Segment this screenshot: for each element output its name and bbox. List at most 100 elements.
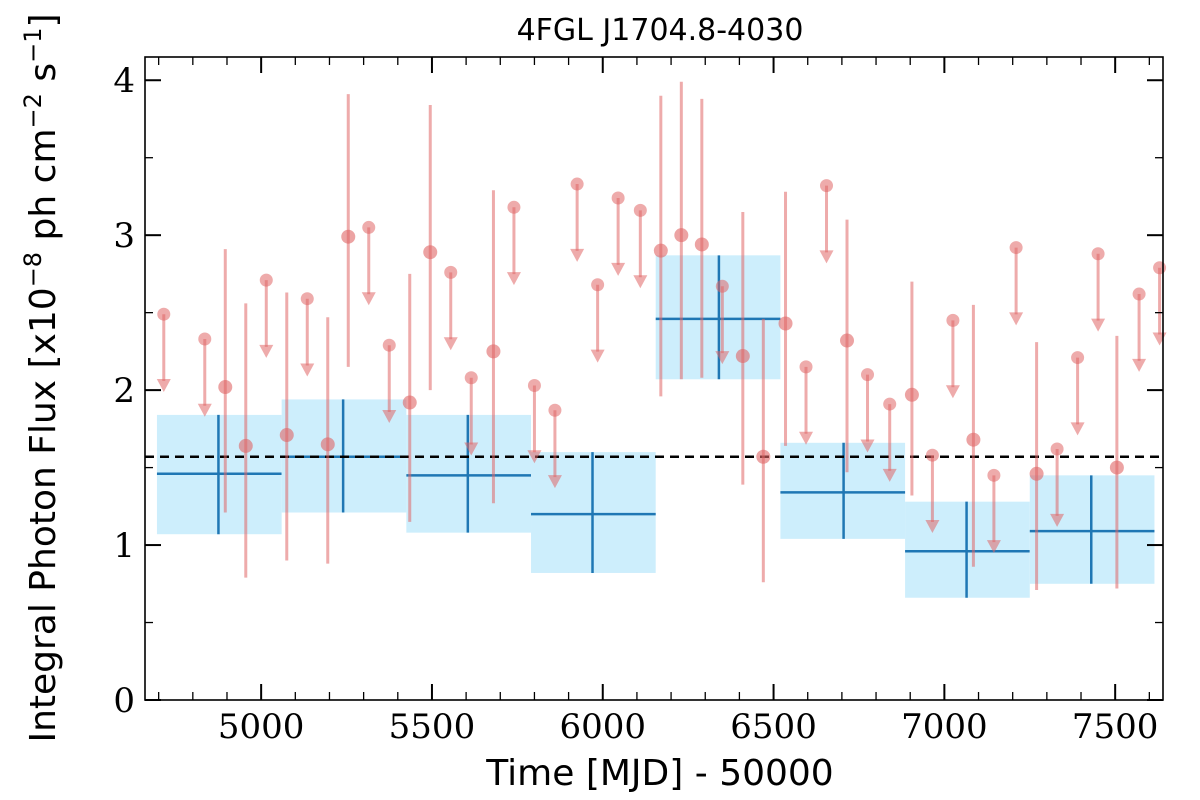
upper-limit-arrowhead-5 bbox=[382, 410, 397, 424]
upper-limit-arrowhead-15 bbox=[715, 351, 730, 365]
x-tick-label-0: 5000 bbox=[218, 707, 305, 747]
upper-limit-marker-27 bbox=[1132, 287, 1146, 301]
detection-point-11 bbox=[735, 349, 750, 364]
y-label-part-1: Integral Photon Flux [x10 bbox=[23, 287, 64, 742]
upper-limit-marker-6 bbox=[444, 265, 458, 279]
detection-point-7 bbox=[486, 344, 501, 359]
upper-limit-arrowhead-3 bbox=[300, 363, 315, 377]
detection-point-16 bbox=[966, 432, 981, 447]
upper-limit-arrowhead-25 bbox=[1070, 422, 1085, 436]
upper-limit-marker-17 bbox=[820, 179, 834, 193]
y-label-part-2: ph cm bbox=[23, 128, 64, 251]
upper-limit-arrowhead-10 bbox=[547, 475, 562, 489]
upper-limit-arrowhead-11 bbox=[570, 248, 585, 262]
x-tick-label-3: 6500 bbox=[730, 707, 817, 747]
upper-limit-marker-15 bbox=[715, 279, 729, 293]
x-tick-label-2: 6000 bbox=[559, 707, 646, 747]
ticks-layer: 5000 5500 6000 6500 7000 7500 0 1 2 3 4 bbox=[113, 57, 1163, 747]
y-tick-label-0: 0 bbox=[113, 681, 135, 721]
upper-limit-arrowhead-4 bbox=[361, 292, 376, 306]
upper-limit-marker-7 bbox=[464, 371, 478, 385]
upper-limit-marker-2 bbox=[259, 273, 273, 287]
upper-limit-arrowhead-17 bbox=[819, 250, 834, 264]
upper-limit-arrowhead-24 bbox=[1050, 513, 1065, 527]
upper-limit-marker-0 bbox=[157, 307, 171, 321]
upper-limit-marker-22 bbox=[987, 468, 1001, 482]
detection-point-14 bbox=[840, 333, 855, 348]
upper-limit-marker-9 bbox=[527, 378, 541, 392]
upper-limit-marker-12 bbox=[591, 278, 605, 292]
detection-point-6 bbox=[423, 245, 438, 260]
upper-limit-marker-26 bbox=[1091, 247, 1105, 261]
upper-limit-arrowhead-28 bbox=[1152, 332, 1167, 346]
upper-limit-marker-20 bbox=[925, 448, 939, 462]
upper-limit-marker-13 bbox=[611, 191, 625, 205]
plot-frame-layer bbox=[144, 56, 1164, 701]
upper-limit-arrowhead-12 bbox=[590, 349, 605, 363]
x-axis-label: Time [MJD] - 50000 bbox=[485, 753, 833, 794]
detection-point-2 bbox=[279, 428, 294, 443]
upper-limit-arrowhead-16 bbox=[799, 431, 814, 445]
x-tick-label-5: 7500 bbox=[1072, 707, 1159, 747]
upper-limit-marker-3 bbox=[300, 292, 314, 306]
upper-limit-arrowhead-6 bbox=[443, 337, 458, 351]
detection-point-15 bbox=[904, 387, 919, 402]
upper-limit-arrowhead-21 bbox=[945, 385, 960, 399]
upper-limit-arrowhead-8 bbox=[506, 272, 521, 286]
plot-frame bbox=[144, 56, 1164, 701]
upper-limit-arrowhead-20 bbox=[925, 520, 940, 534]
x-tick-label-4: 7000 bbox=[901, 707, 988, 747]
detection-point-17 bbox=[1029, 466, 1044, 481]
upper-limit-arrowhead-9 bbox=[527, 450, 542, 464]
upper-limit-marker-11 bbox=[570, 177, 584, 191]
upper-limit-arrowhead-23 bbox=[1009, 312, 1024, 326]
y-tick-label-3: 3 bbox=[113, 216, 135, 256]
upper-limit-marker-24 bbox=[1050, 442, 1064, 456]
upper-limit-marker-28 bbox=[1153, 261, 1167, 275]
detection-point-13 bbox=[778, 316, 793, 331]
detection-point-0 bbox=[218, 380, 233, 395]
detection-point-5 bbox=[402, 395, 417, 410]
y-axis-label: Integral Photon Flux [x10−8 ph cm−2 s−1] bbox=[19, 13, 64, 742]
upper-limit-marker-10 bbox=[548, 403, 562, 417]
detection-point-1 bbox=[238, 438, 253, 453]
upper-limit-arrowhead-2 bbox=[259, 344, 274, 358]
x-tick-label-1: 5500 bbox=[389, 707, 476, 747]
detection-point-3 bbox=[320, 437, 335, 452]
detection-point-8 bbox=[653, 243, 668, 258]
detection-point-12 bbox=[756, 449, 771, 464]
upper-limit-marker-4 bbox=[362, 220, 376, 234]
upper-limit-arrowhead-14 bbox=[633, 275, 648, 289]
upper-limit-marker-8 bbox=[507, 200, 521, 214]
upper-limit-marker-19 bbox=[883, 397, 897, 411]
y-label-exponent-2: −2 bbox=[19, 93, 47, 128]
upper-limit-arrowhead-27 bbox=[1132, 358, 1147, 372]
upper-limit-marker-5 bbox=[382, 338, 396, 352]
upper-limit-marker-14 bbox=[633, 203, 647, 217]
chart-title: 4FGL J1704.8-4030 bbox=[517, 13, 804, 48]
long-bin-layer bbox=[156, 255, 1155, 598]
upper-limit-marker-1 bbox=[198, 332, 212, 346]
detection-point-10 bbox=[694, 237, 709, 252]
y-tick-label-4: 4 bbox=[113, 61, 135, 101]
y-label-exponent-3: −1 bbox=[19, 28, 47, 63]
y-label-exponent-1: −8 bbox=[19, 252, 47, 287]
upper-limit-marker-25 bbox=[1071, 351, 1085, 365]
upper-limit-marker-16 bbox=[799, 360, 813, 374]
upper-limit-arrowhead-13 bbox=[611, 262, 626, 276]
upper-limit-arrowhead-22 bbox=[986, 540, 1001, 554]
detection-point-18 bbox=[1109, 460, 1124, 475]
y-tick-label-2: 2 bbox=[113, 371, 135, 411]
upper-limit-arrowhead-7 bbox=[464, 442, 479, 456]
upper-limit-marker-23 bbox=[1009, 241, 1023, 255]
points-layer bbox=[156, 81, 1167, 590]
y-label-part-3: s bbox=[23, 63, 64, 93]
upper-limit-arrowhead-18 bbox=[860, 439, 875, 453]
y-label-part-4: ] bbox=[23, 13, 64, 27]
detection-point-4 bbox=[341, 229, 356, 244]
upper-limit-marker-21 bbox=[946, 313, 960, 327]
upper-limit-marker-18 bbox=[861, 368, 875, 382]
upper-limit-arrowhead-0 bbox=[156, 379, 171, 393]
upper-limit-arrowhead-1 bbox=[197, 403, 212, 417]
